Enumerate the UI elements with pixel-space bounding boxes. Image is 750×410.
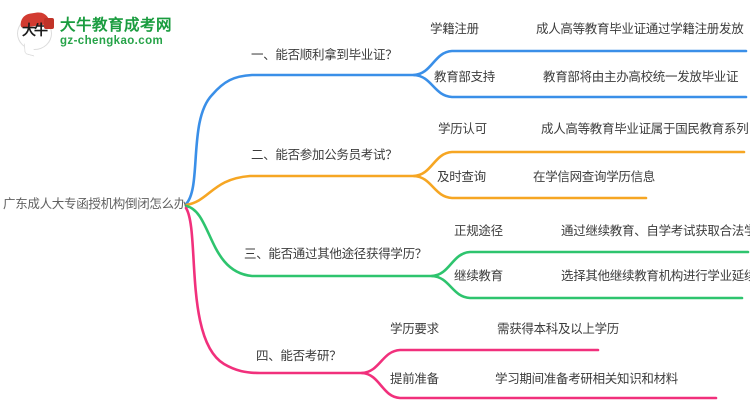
branch-1-child-1-value: 成人高等教育毕业证通过学籍注册发放	[536, 22, 744, 36]
branch-4-main-line	[184, 206, 364, 375]
branch-1-child-2-line	[412, 73, 748, 99]
branch-3-child-2-value: 选择其他继续教育机构进行学业延续	[561, 269, 750, 283]
branch-3-lines	[184, 204, 750, 300]
branch-4-child-2-value: 学习期间准备考研相关知识和材料	[495, 372, 679, 386]
branch-4-lines	[184, 206, 718, 400]
branch-1-child-2-label: 教育部支持	[434, 70, 496, 84]
branch-3-label: 三、能否通过其他途径获得学历？	[244, 247, 428, 261]
branch-4-child-2-line	[360, 371, 718, 400]
branch-3-child-2-label: 继续教育	[454, 269, 503, 283]
branch-4-child-1-value: 需获得本科及以上学历	[497, 322, 620, 336]
branch-2-child-2-line	[412, 174, 648, 200]
branch-3-child-2-line	[430, 274, 744, 300]
branch-2-main-line	[184, 174, 416, 207]
logo-text-block: 大牛教育成考网 gz-chengkao.com	[60, 17, 172, 48]
logo-icon-text: 大牛	[22, 24, 48, 39]
branch-2-child-1-label: 学历认可	[438, 122, 487, 136]
branch-3-child-1-value: 通过继续教育、自学考试获取合法学历	[561, 224, 750, 238]
branch-1-child-1-label: 学籍注册	[430, 22, 479, 36]
site-logo[interactable]: 大牛 大牛教育成考网 gz-chengkao.com	[16, 11, 172, 57]
branch-2-child-2-label: 及时查询	[437, 170, 486, 184]
branch-3-child-1-line	[430, 250, 750, 278]
branch-2-child-2-value: 在学信网查询学历信息	[533, 170, 656, 184]
branch-1-child-1-line	[412, 49, 748, 77]
daniu-bubble-logo-icon: 大牛	[16, 11, 54, 57]
root-node-label: 广东成人大专函授机构倒闭怎么办	[3, 197, 187, 211]
branch-2-child-1-value: 成人高等教育毕业证属于国民教育系列	[541, 122, 749, 136]
branch-2-child-1-line	[412, 150, 746, 178]
branch-1-child-2-value: 教育部将由主办高校统一发放毕业证	[543, 70, 739, 84]
logo-title: 大牛教育成考网	[60, 16, 173, 34]
branch-4-child-1-label: 学历要求	[390, 322, 439, 336]
branch-2-lines	[184, 150, 746, 207]
branch-4-label: 四、能否考研？	[256, 349, 342, 363]
branch-3-main-line	[184, 204, 434, 278]
logo-domain: gz-chengkao.com	[60, 34, 164, 47]
logo-red-seal	[44, 18, 54, 29]
branch-1-main-line	[184, 73, 416, 206]
branch-4-child-1-line	[360, 348, 600, 375]
branch-1-lines	[184, 49, 748, 206]
branch-2-label: 二、能否参加公务员考试？	[251, 148, 398, 162]
branch-4-child-2-label: 提前准备	[390, 372, 439, 386]
branch-1-label: 一、能否顺利拿到毕业证？	[251, 48, 398, 62]
branch-3-child-1-label: 正规途径	[454, 224, 503, 238]
